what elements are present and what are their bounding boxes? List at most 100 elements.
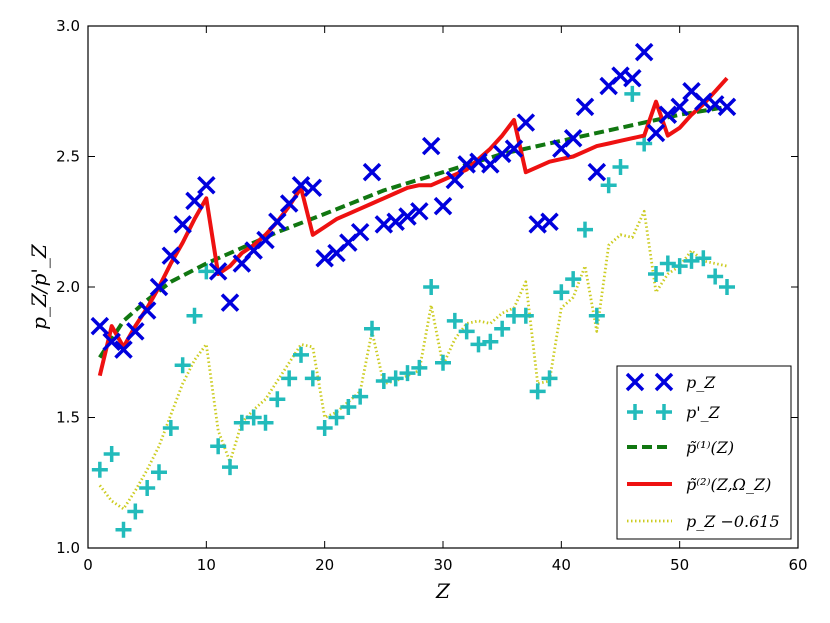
pz-prime-point — [695, 250, 712, 267]
pz-prime-point — [186, 307, 203, 324]
pz-prime-point — [245, 409, 262, 426]
pz-point — [433, 196, 453, 216]
pz-prime-point — [139, 479, 156, 496]
x-tick-label: 0 — [83, 556, 93, 574]
pz-prime-point — [636, 135, 653, 152]
legend-entry: p̃⁽²⁾(Z,Ω_Z) — [627, 475, 771, 494]
pz-prime-point — [127, 503, 144, 520]
pz-prime-point — [364, 320, 380, 337]
pz-prime-point — [222, 459, 238, 476]
x-tick-label: 10 — [197, 556, 216, 574]
legend-entry: p̃⁽¹⁾(Z) — [627, 438, 734, 457]
pz-prime-point — [387, 370, 404, 387]
pz-point — [646, 123, 666, 143]
pz-prime-point — [151, 464, 167, 481]
pz-point — [303, 178, 323, 198]
pz-point — [208, 262, 228, 281]
pz-prime-point — [659, 255, 676, 272]
x-tick-label: 40 — [552, 556, 571, 574]
pz-point — [197, 175, 216, 195]
pz-prime-point — [281, 370, 298, 387]
pz-point — [268, 212, 287, 231]
legend-marker — [656, 404, 672, 420]
pz-point — [173, 215, 192, 234]
pz-prime-point — [210, 438, 227, 455]
x-tick-label: 60 — [788, 556, 807, 574]
pz-prime-point — [423, 279, 440, 295]
pz-point — [279, 194, 299, 213]
pz-prime-point — [612, 158, 629, 175]
pz-prime-point — [517, 307, 534, 324]
pz-point — [504, 139, 524, 158]
pz-point — [516, 113, 536, 132]
y-tick-label: 2.0 — [56, 278, 80, 296]
legend: p_Z p'_Z p̃⁽¹⁾(Z) p̃⁽²⁾(Z,Ω_Z) p_Z −0.615 — [616, 365, 792, 540]
legend-label: p̃⁽¹⁾(Z) — [686, 438, 734, 457]
axis-ticks: 0 10 20 30 40 50 60 1.0 1.5 2.0 2.5 3.0 — [56, 17, 807, 574]
pz-prime-point — [683, 252, 700, 269]
legend-label: p_Z — [686, 373, 716, 392]
legend-marker — [627, 404, 643, 420]
plot-marks — [90, 42, 737, 538]
pz-prime-point — [375, 372, 392, 389]
pz-point — [410, 202, 429, 221]
series-p2-line — [97, 76, 729, 377]
pz-prime-point — [577, 221, 593, 238]
y-tick-label: 1.5 — [56, 409, 80, 427]
pz-prime-point — [293, 346, 309, 363]
pz-point — [670, 97, 689, 117]
pz-point — [315, 249, 334, 268]
legend-box — [616, 365, 792, 540]
pz-prime-point — [162, 419, 179, 436]
series-pz-prime-points — [91, 85, 735, 538]
legend-entry: p'_Z — [627, 403, 721, 422]
pz-point — [634, 42, 654, 62]
x-axis-label: Z — [435, 579, 451, 603]
pz-point — [220, 293, 240, 312]
pz-point — [575, 97, 595, 117]
pz-point — [161, 246, 181, 265]
pz-prime-point — [316, 419, 333, 436]
pz-prime-point — [435, 354, 451, 371]
pz-prime-point — [494, 320, 511, 337]
y-axis-label: p_Z/p'_Z — [27, 243, 51, 330]
pz-prime-point — [458, 323, 475, 340]
pz-prime-point — [553, 284, 570, 301]
pz-point — [350, 222, 370, 242]
pz-prime-point — [719, 279, 735, 295]
legend-entry: p_Z −0.615 — [627, 512, 780, 531]
pz-prime-point — [707, 268, 724, 285]
pz-point — [256, 230, 275, 250]
pz-point — [563, 128, 583, 148]
pz-point — [492, 144, 512, 164]
y-tick-label: 2.5 — [56, 148, 80, 166]
pz-prime-point — [233, 414, 250, 431]
pz-point — [149, 277, 169, 297]
pz-point — [587, 162, 607, 182]
pz-prime-point — [624, 85, 641, 102]
pz-prime-point — [470, 336, 487, 353]
legend-marker — [625, 372, 645, 392]
pz-prime-point — [648, 265, 664, 282]
legend-marker — [654, 372, 674, 392]
y-tick-label: 3.0 — [56, 17, 80, 35]
pz-prime-point — [103, 446, 120, 463]
series-pz-points — [90, 42, 737, 359]
pz-prime-point — [411, 359, 428, 376]
pz-prime-point — [198, 263, 215, 280]
pz-prime-point — [269, 391, 286, 408]
pz-prime-point — [541, 370, 558, 387]
pz-point — [623, 68, 642, 88]
pz-prime-point — [304, 370, 321, 387]
pz-point — [421, 136, 441, 156]
pz-prime-point — [565, 271, 582, 288]
pz-point — [445, 170, 465, 190]
pz-prime-point — [588, 307, 605, 324]
pz-prime-point — [446, 312, 463, 329]
pz-point — [90, 316, 110, 336]
pz-point — [137, 301, 157, 320]
x-tick-label: 30 — [433, 556, 452, 574]
pz-prime-point — [482, 333, 499, 350]
pz-point — [185, 191, 204, 211]
